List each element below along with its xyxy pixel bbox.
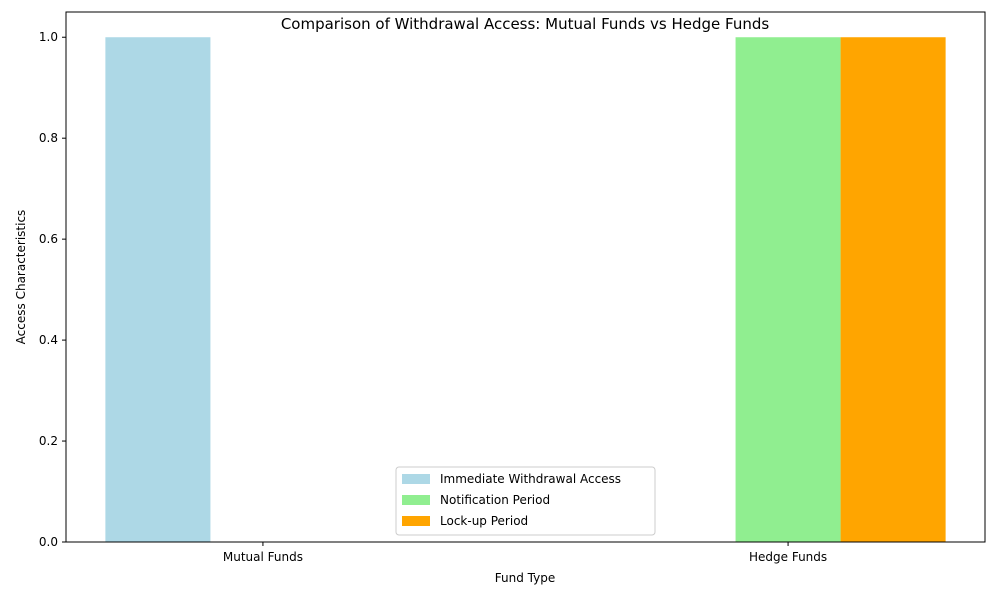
legend-frame [395, 466, 656, 536]
legend-swatch [402, 495, 430, 505]
bar [840, 37, 946, 542]
legend-swatch [402, 516, 430, 526]
plot-frame [65, 11, 986, 543]
y-tick-label: 1.0 [39, 30, 58, 44]
x-tick-label: Mutual Funds [223, 550, 303, 564]
legend: Immediate Withdrawal Access Notification … [395, 466, 656, 536]
x-tick-label: Hedge Funds [749, 550, 827, 564]
y-axis: 0.0 0.2 0.4 0.6 0.8 1.0 [39, 30, 66, 549]
bars-group [105, 37, 946, 542]
y-axis-label: Access Characteristics [14, 210, 28, 345]
bar [105, 37, 211, 542]
legend-entry: Lock-up Period [440, 514, 528, 528]
x-axis-label: Fund Type [495, 571, 555, 585]
y-tick-label: 0.0 [39, 535, 58, 549]
bar [735, 37, 841, 542]
x-axis: Mutual Funds Hedge Funds [223, 542, 827, 564]
y-tick-label: 0.2 [39, 434, 58, 448]
legend-entry: Immediate Withdrawal Access [440, 472, 621, 486]
y-tick-label: 0.6 [39, 232, 58, 246]
y-tick-label: 0.4 [39, 333, 58, 347]
y-tick-label: 0.8 [39, 131, 58, 145]
legend-entry: Notification Period [440, 493, 550, 507]
legend-swatch [402, 474, 430, 484]
chart-title: Comparison of Withdrawal Access: Mutual … [281, 15, 770, 33]
